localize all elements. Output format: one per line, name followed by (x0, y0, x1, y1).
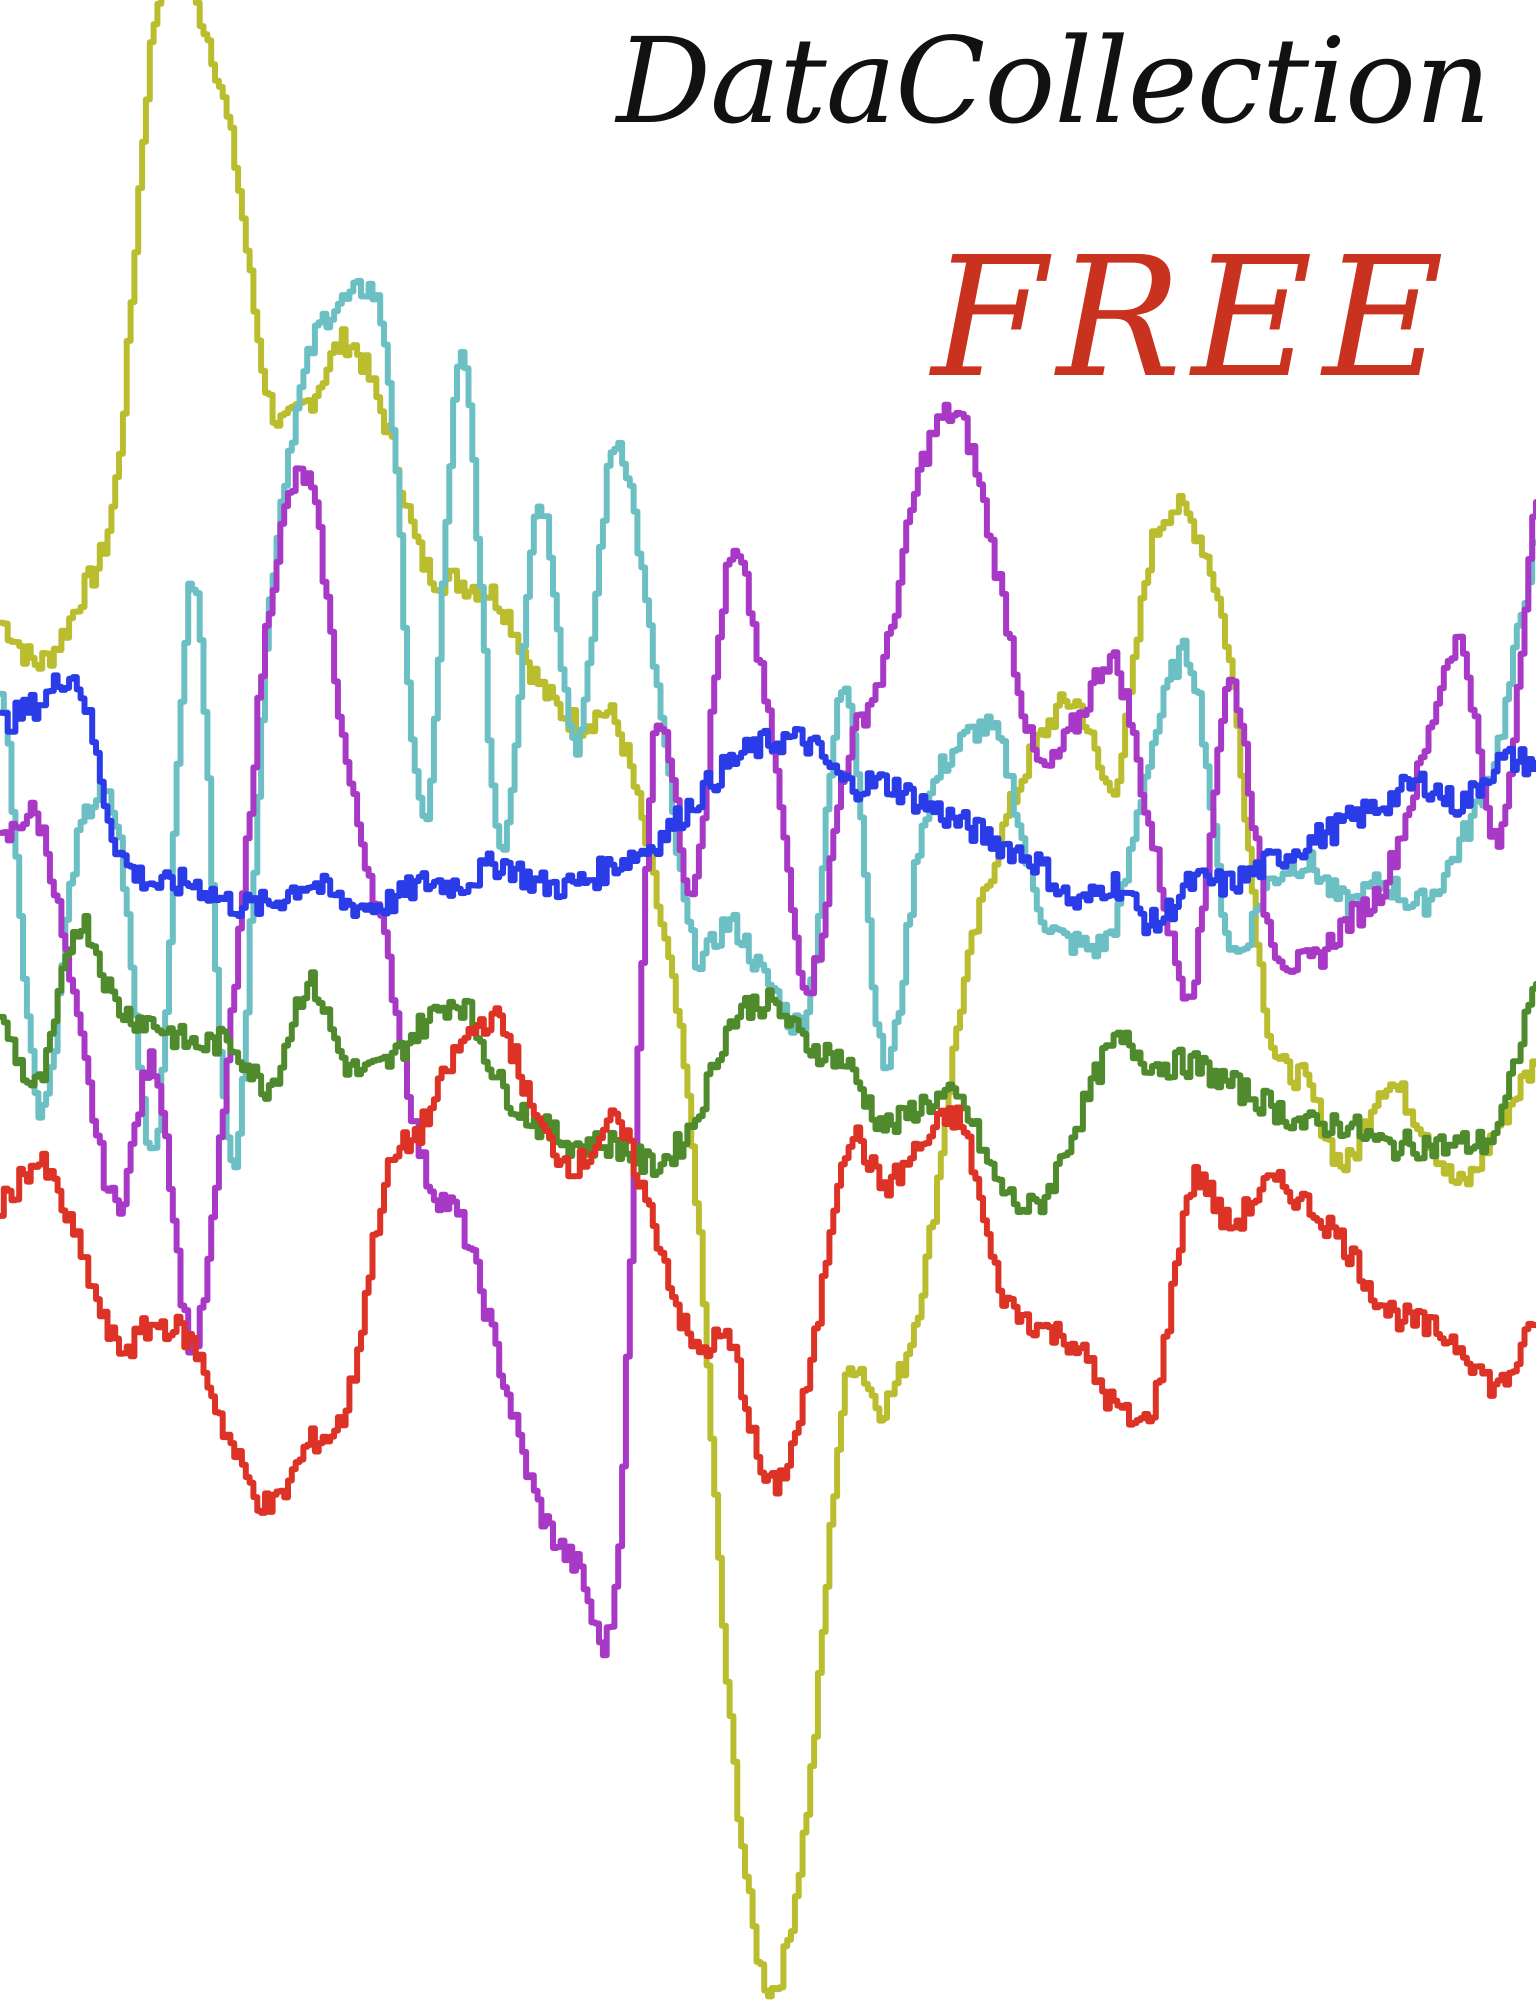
series-line-4 (0, 672, 1536, 937)
cover-title: DataCollection (616, 12, 1491, 150)
series-line-6 (0, 1005, 1536, 1516)
series-line-3 (0, 401, 1536, 1659)
cover-subtitle: FREE (931, 222, 1454, 415)
series-line-5 (0, 913, 1536, 1216)
series-line-2 (0, 277, 1536, 1171)
